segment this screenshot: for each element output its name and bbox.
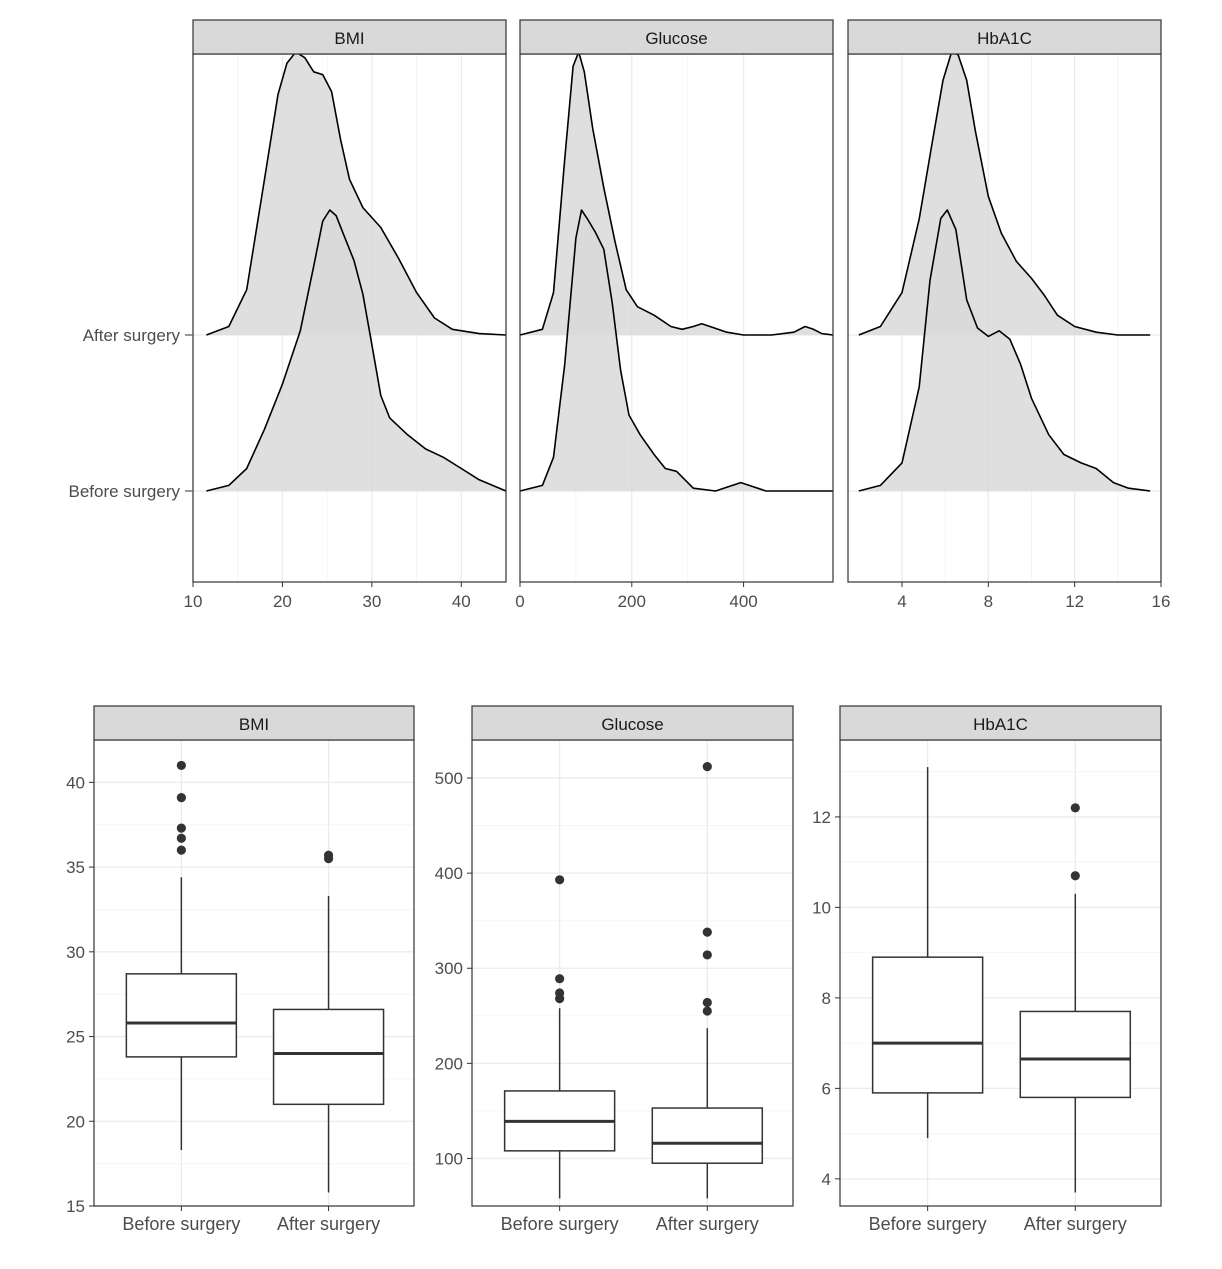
panel-background	[94, 740, 414, 1206]
outlier-point	[702, 997, 712, 1008]
box-panel-glucose: Glucose 100 200 300 400 500 Before surgery Afte…	[435, 705, 794, 1234]
outlier-point	[555, 988, 565, 998]
x-tick-label: 10	[184, 592, 203, 611]
y-tick-label: 35	[66, 858, 85, 877]
outlier-point	[1070, 871, 1080, 881]
y-tick-label: 25	[66, 1028, 85, 1047]
outlier-point	[555, 875, 565, 885]
group-label-after-surgery: After surgery	[83, 326, 181, 345]
y-tick-label: 200	[435, 1054, 463, 1073]
ridge-line-before-surgery	[206, 209, 507, 492]
strip-label-glucose: Glucose	[601, 715, 663, 734]
box-panel-hba1c: HbA1C 4 6 8 10 12 Before surgery After surgery	[812, 705, 1162, 1234]
group-label-before-surgery: Before surgery	[69, 482, 181, 501]
box-panel-bmi: BMI 15 20 25 30 35 40 Before surgery After surge…	[66, 705, 415, 1234]
x-category-label-after-surgery: After surgery	[1024, 1214, 1127, 1234]
ridge-line-after-surgery	[206, 51, 507, 336]
x-tick-label: 8	[984, 592, 993, 611]
strip-glucose	[519, 19, 834, 55]
x-tick-label: 400	[729, 592, 757, 611]
y-tick-label: 100	[435, 1149, 463, 1168]
y-tick-label: 40	[66, 773, 85, 792]
outlier-point	[176, 760, 186, 771]
outlier-point	[555, 974, 565, 984]
box-before-surgery	[871, 767, 984, 1139]
x-tick-label: 30	[362, 592, 381, 611]
box-iqr	[125, 973, 238, 1058]
box-iqr	[272, 1008, 385, 1106]
ridge-panel-bmi: BMI 10 20 30 40	[184, 19, 507, 611]
y-tick-label: 300	[435, 959, 463, 978]
box-before-surgery	[125, 760, 238, 1151]
strip-label-bmi: BMI	[334, 29, 364, 48]
box-iqr	[651, 1107, 764, 1164]
outlier-point	[702, 762, 712, 772]
outlier-point	[1070, 803, 1080, 813]
ridge-fill-after-surgery	[858, 52, 1151, 335]
outlier-point	[702, 950, 712, 960]
x-tick-label: 12	[1065, 592, 1084, 611]
y-tick-label: 400	[435, 864, 463, 883]
box-iqr	[871, 956, 984, 1094]
ridge-line-before-surgery	[519, 209, 833, 492]
outlier-point	[176, 845, 186, 855]
x-category-label-before-surgery: Before surgery	[869, 1214, 987, 1234]
x-category-label-after-surgery: After surgery	[277, 1214, 380, 1234]
outlier-point	[702, 1006, 712, 1016]
ridge-line-after-surgery	[858, 51, 1151, 336]
box-after-surgery	[272, 850, 385, 1193]
x-tick-label: 200	[618, 592, 646, 611]
x-tick-label: 0	[515, 592, 524, 611]
strip-glucose	[471, 705, 794, 741]
ridge-fill-before-surgery	[520, 210, 833, 491]
strip-label-glucose: Glucose	[645, 29, 707, 48]
ridge-line-before-surgery	[858, 209, 1151, 492]
x-category-label-before-surgery: Before surgery	[501, 1214, 619, 1234]
y-tick-label: 500	[435, 769, 463, 788]
strip-bmi	[192, 19, 507, 55]
box-after-surgery	[1019, 803, 1132, 1193]
x-tick-label: 20	[273, 592, 292, 611]
strip-bmi	[93, 705, 415, 741]
x-category-label-after-surgery: After surgery	[656, 1214, 759, 1234]
y-tick-label: 15	[66, 1197, 85, 1216]
outlier-point	[702, 927, 712, 937]
ridge-panel-glucose: Glucose 0 200 400	[515, 19, 834, 611]
outlier-point	[323, 850, 334, 860]
outlier-point	[176, 793, 186, 803]
x-tick-label: 40	[452, 592, 471, 611]
outlier-point	[176, 823, 186, 833]
box-before-surgery	[503, 875, 616, 1199]
y-tick-label: 12	[812, 808, 831, 827]
x-tick-label: 4	[897, 592, 906, 611]
y-tick-label: 8	[822, 989, 831, 1008]
outlier-point	[176, 833, 186, 843]
strip-hba1c	[839, 705, 1162, 741]
box-iqr	[1019, 1010, 1132, 1099]
box-after-surgery	[651, 762, 764, 1199]
y-tick-label: 20	[66, 1112, 85, 1131]
boxplot-figure: BMI 15 20 25 30 35 40 Before surgery After surge…	[66, 705, 1162, 1234]
strip-label-hba1c: HbA1C	[973, 715, 1028, 734]
y-tick-label: 30	[66, 943, 85, 962]
strip-label-hba1c: HbA1C	[977, 29, 1032, 48]
x-category-label-before-surgery: Before surgery	[122, 1214, 240, 1234]
ridge-fill-before-surgery	[206, 210, 506, 491]
strip-hba1c	[847, 19, 1162, 55]
strip-label-bmi: BMI	[239, 715, 269, 734]
y-tick-label: 10	[812, 898, 831, 917]
ridge-panel-hba1c: HbA1C 4 8 12 16	[847, 19, 1171, 611]
y-tick-label: 4	[822, 1170, 831, 1189]
y-tick-label: 6	[822, 1079, 831, 1098]
x-tick-label: 16	[1152, 592, 1171, 611]
ridge-line-after-surgery	[519, 51, 834, 336]
ridge-fill-before-surgery	[858, 210, 1151, 491]
